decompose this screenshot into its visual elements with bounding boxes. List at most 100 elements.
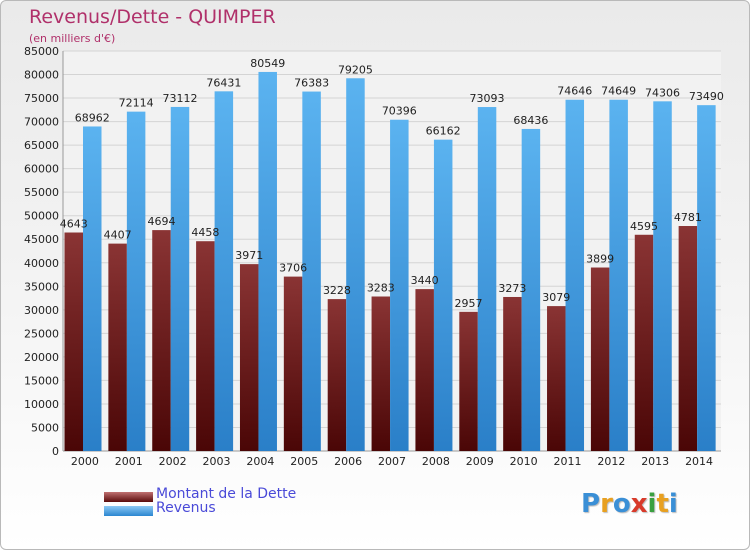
x-tick-label: 2011: [553, 455, 581, 468]
bar-dette: [239, 264, 259, 451]
legend-label-revenus: Revenus: [156, 500, 216, 516]
data-label-revenus: 73112: [162, 92, 197, 105]
data-label-revenus: 66162: [426, 125, 461, 138]
bar-dette: [196, 241, 215, 451]
x-tick-label: 2001: [115, 455, 143, 468]
bar-revenus: [390, 119, 409, 452]
bar-dette: [371, 296, 391, 451]
data-label-dette: 3899: [586, 253, 614, 266]
data-label-dette: 4595: [630, 220, 658, 233]
data-label-revenus: 74649: [601, 85, 636, 98]
x-tick-label: 2009: [466, 455, 494, 468]
data-label-revenus: 68436: [513, 114, 548, 127]
data-label-dette: 3706: [279, 262, 307, 275]
x-tick-label: 2005: [290, 455, 318, 468]
x-tick-label: 2010: [510, 455, 538, 468]
bar-revenus: [170, 106, 190, 451]
logo-letter: i: [668, 489, 678, 519]
data-label-revenus: 80549: [250, 57, 285, 70]
y-tick-label: 35000: [24, 280, 59, 293]
bar-revenus: [258, 71, 277, 451]
logo-letter: x: [630, 489, 648, 519]
chart-subtitle: (en milliers d'€): [29, 32, 116, 45]
bar-revenus: [565, 99, 585, 452]
y-tick-label: 25000: [24, 327, 59, 340]
data-label-dette: 4694: [147, 215, 175, 228]
data-label-dette: 3079: [542, 291, 570, 304]
data-label-dette: 2957: [455, 297, 483, 310]
logo-letter: P: [581, 489, 601, 519]
bar-dette: [152, 230, 171, 451]
data-label-dette: 3228: [323, 284, 351, 297]
data-label-dette: 3273: [498, 282, 526, 295]
data-label-dette: 4407: [104, 229, 132, 242]
data-label-revenus: 68962: [75, 111, 110, 124]
bar-revenus: [521, 128, 541, 451]
bar-revenus: [433, 139, 453, 451]
x-tick-label: 2004: [246, 455, 274, 468]
data-label-revenus: 79205: [338, 63, 373, 76]
bar-revenus: [302, 91, 321, 451]
x-tick-label: 2013: [641, 455, 669, 468]
data-label-dette: 3440: [411, 274, 439, 287]
logo-letter: t: [656, 489, 669, 519]
bar-dette: [283, 276, 303, 451]
x-tick-label: 2002: [159, 455, 187, 468]
bar-dette: [547, 306, 566, 451]
x-tick-label: 2000: [71, 455, 99, 468]
legend-swatch-dette: [104, 492, 153, 502]
bar-revenus: [83, 126, 102, 452]
bar-revenus: [126, 111, 146, 451]
y-tick-label: 20000: [24, 351, 59, 364]
bar-dette: [503, 296, 522, 451]
y-tick-label: 45000: [24, 233, 59, 246]
y-tick-label: 75000: [24, 92, 59, 105]
y-tick-label: 40000: [24, 257, 59, 270]
data-label-dette: 4643: [60, 218, 88, 231]
y-tick-label: 55000: [24, 186, 59, 199]
bar-revenus: [477, 107, 497, 451]
bar-dette: [459, 311, 478, 451]
bar-revenus: [214, 91, 234, 451]
legend-swatch-revenus: [104, 506, 153, 516]
data-label-revenus: 76431: [206, 76, 241, 89]
bar-revenus: [697, 105, 716, 451]
bar-dette: [108, 243, 127, 451]
data-label-dette: 3283: [367, 282, 395, 295]
y-tick-label: 70000: [24, 116, 59, 129]
y-tick-label: 85000: [24, 45, 59, 58]
data-label-dette: 4458: [191, 226, 219, 239]
x-tick-label: 2008: [422, 455, 450, 468]
bar-dette: [327, 299, 347, 451]
chart-title: Revenus/Dette - QUIMPER: [29, 6, 276, 28]
bar-dette: [415, 289, 434, 451]
bar-revenus: [609, 99, 628, 452]
y-tick-label: 10000: [24, 398, 59, 411]
x-tick-label: 2012: [597, 455, 625, 468]
y-tick-label: 5000: [31, 421, 59, 434]
data-label-dette: 3971: [235, 249, 263, 262]
y-tick-label: 60000: [24, 163, 59, 176]
y-tick-label: 0: [52, 445, 59, 458]
bar-revenus: [653, 101, 672, 451]
data-label-revenus: 76383: [294, 77, 329, 90]
x-tick-label: 2006: [334, 455, 362, 468]
bar-dette: [590, 267, 610, 451]
data-label-revenus: 73490: [689, 90, 724, 103]
x-tick-label: 2007: [378, 455, 406, 468]
y-tick-label: 80000: [24, 69, 59, 82]
x-tick-label: 2003: [203, 455, 231, 468]
bar-revenus: [346, 78, 365, 451]
y-tick-label: 50000: [24, 210, 59, 223]
logo-letter: o: [612, 489, 631, 519]
logo-letter: i: [647, 489, 657, 519]
y-tick-label: 30000: [24, 304, 59, 317]
data-label-revenus: 73093: [470, 92, 505, 105]
bar-dette: [678, 226, 698, 451]
y-tick-label: 15000: [24, 374, 59, 387]
proxiti-logo: Proxiti: [581, 489, 678, 519]
bar-dette: [64, 232, 83, 451]
data-label-revenus: 74646: [557, 85, 592, 98]
